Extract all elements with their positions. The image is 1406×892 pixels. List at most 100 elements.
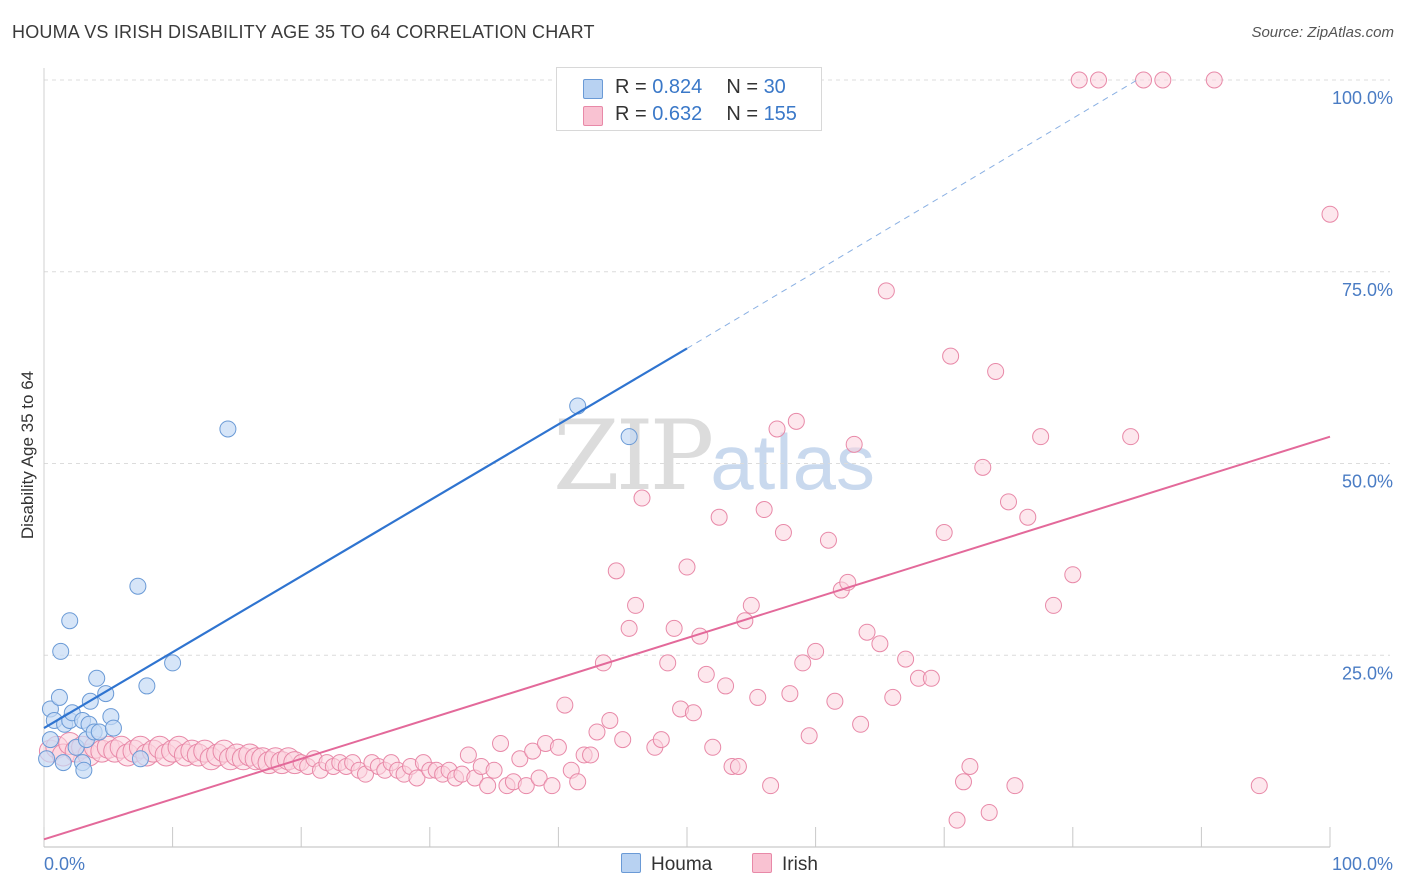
- watermark-zip: ZIP: [553, 400, 714, 512]
- irish-trend-line: [43, 435, 1331, 841]
- y-tick-label: 75.0%: [1342, 280, 1393, 300]
- houma-point: [90, 723, 108, 741]
- irish-point: [517, 777, 535, 795]
- houma-point: [75, 761, 93, 779]
- grid-lines: [44, 79, 1390, 656]
- irish-point: [729, 757, 747, 775]
- irish-point: [627, 596, 645, 614]
- irish-point: [659, 654, 677, 672]
- houma-point: [52, 642, 70, 660]
- irish-point: [408, 769, 426, 787]
- irish-point: [819, 531, 837, 549]
- irish-points: [38, 71, 1339, 829]
- y-tick-label: 50.0%: [1342, 472, 1393, 492]
- houma-point: [569, 397, 587, 415]
- irish-point: [459, 746, 477, 764]
- irish-point: [781, 685, 799, 703]
- irish-point: [479, 777, 497, 795]
- irish-point: [961, 757, 979, 775]
- irish-point: [935, 524, 953, 542]
- irish-point: [749, 688, 767, 706]
- x-tick-label: 100.0%: [1332, 854, 1393, 874]
- houma-point: [38, 750, 56, 768]
- irish-point: [897, 650, 915, 668]
- houma-point: [138, 677, 156, 695]
- irish-point: [710, 508, 728, 526]
- irish-point: [1090, 71, 1108, 89]
- irish-point: [980, 803, 998, 821]
- irish-point: [717, 677, 735, 695]
- irish-point: [852, 715, 870, 733]
- irish-point: [954, 773, 972, 791]
- houma-point: [164, 654, 182, 672]
- irish-point: [1000, 493, 1017, 511]
- houma-point: [54, 754, 72, 772]
- chart-title: HOUMA VS IRISH DISABILITY AGE 35 TO 64 C…: [12, 22, 595, 42]
- irish-point: [800, 727, 818, 745]
- irish-point: [1321, 205, 1339, 223]
- trend-lines: [43, 79, 1331, 841]
- irish-point: [594, 654, 612, 672]
- houma-point: [50, 688, 68, 706]
- irish-point: [569, 773, 587, 791]
- irish-point: [742, 596, 760, 614]
- irish-point: [582, 746, 600, 764]
- irish-point: [697, 665, 715, 683]
- irish-point: [665, 619, 683, 637]
- irish-point: [974, 458, 992, 476]
- irish-point: [1032, 428, 1050, 446]
- houma-point: [104, 719, 122, 737]
- irish-point: [614, 731, 632, 749]
- irish-point: [794, 654, 812, 672]
- irish-point: [1154, 71, 1172, 89]
- irish-point: [826, 692, 844, 710]
- irish-point: [530, 769, 548, 787]
- houma-point: [129, 577, 147, 595]
- bottom-legend-houma: Houma: [621, 853, 712, 876]
- houma-point: [620, 428, 638, 446]
- irish-point: [1006, 777, 1024, 795]
- legend: R = 0.824 N = 30 R = 0.632 N = 155: [556, 67, 822, 131]
- irish-point: [762, 777, 780, 795]
- source-label: Source: ZipAtlas.com: [1251, 24, 1394, 41]
- irish-point: [1070, 71, 1088, 89]
- irish-point: [774, 524, 792, 542]
- irish-point: [858, 623, 876, 641]
- irish-point: [524, 742, 542, 760]
- irish-point: [987, 362, 1005, 380]
- houma-point: [61, 612, 79, 630]
- legend-text-irish: R = 0.632 N = 155: [615, 103, 797, 125]
- tick-labels: 25.0% 50.0% 75.0% 100.0% 0.0% 100.0%: [44, 88, 1393, 874]
- irish-point: [1250, 777, 1268, 795]
- irish-point: [871, 635, 889, 653]
- y-tick-label: 25.0%: [1342, 663, 1393, 683]
- legend-swatch-houma: [583, 79, 603, 99]
- x-tick-label: 0.0%: [44, 854, 85, 874]
- irish-point: [588, 723, 606, 741]
- bottom-legend-label-houma: Houma: [651, 854, 713, 875]
- irish-point: [807, 642, 825, 660]
- irish-point: [485, 761, 503, 779]
- irish-point: [601, 711, 619, 729]
- irish-point: [678, 558, 696, 576]
- bottom-legend-swatch-houma: [621, 853, 641, 873]
- legend-text-houma: R = 0.824 N = 30: [615, 76, 786, 98]
- houma-trend-line: [43, 347, 688, 730]
- y-axis-label: Disability Age 35 to 64: [18, 371, 37, 539]
- irish-point: [884, 688, 902, 706]
- irish-point: [948, 811, 966, 829]
- houma-points: [38, 397, 638, 779]
- bottom-legend-swatch-irish: [752, 853, 772, 873]
- irish-point: [492, 734, 510, 752]
- irish-point: [620, 619, 638, 637]
- y-tick-label: 100.0%: [1332, 88, 1393, 108]
- watermark-atlas: atlas: [710, 418, 875, 506]
- irish-point: [549, 738, 567, 756]
- axes: [43, 68, 1331, 848]
- irish-point: [684, 704, 702, 722]
- irish-point: [556, 696, 574, 714]
- irish-point: [543, 777, 561, 795]
- houma-point: [88, 669, 106, 687]
- irish-point: [787, 412, 805, 430]
- irish-point: [877, 282, 895, 300]
